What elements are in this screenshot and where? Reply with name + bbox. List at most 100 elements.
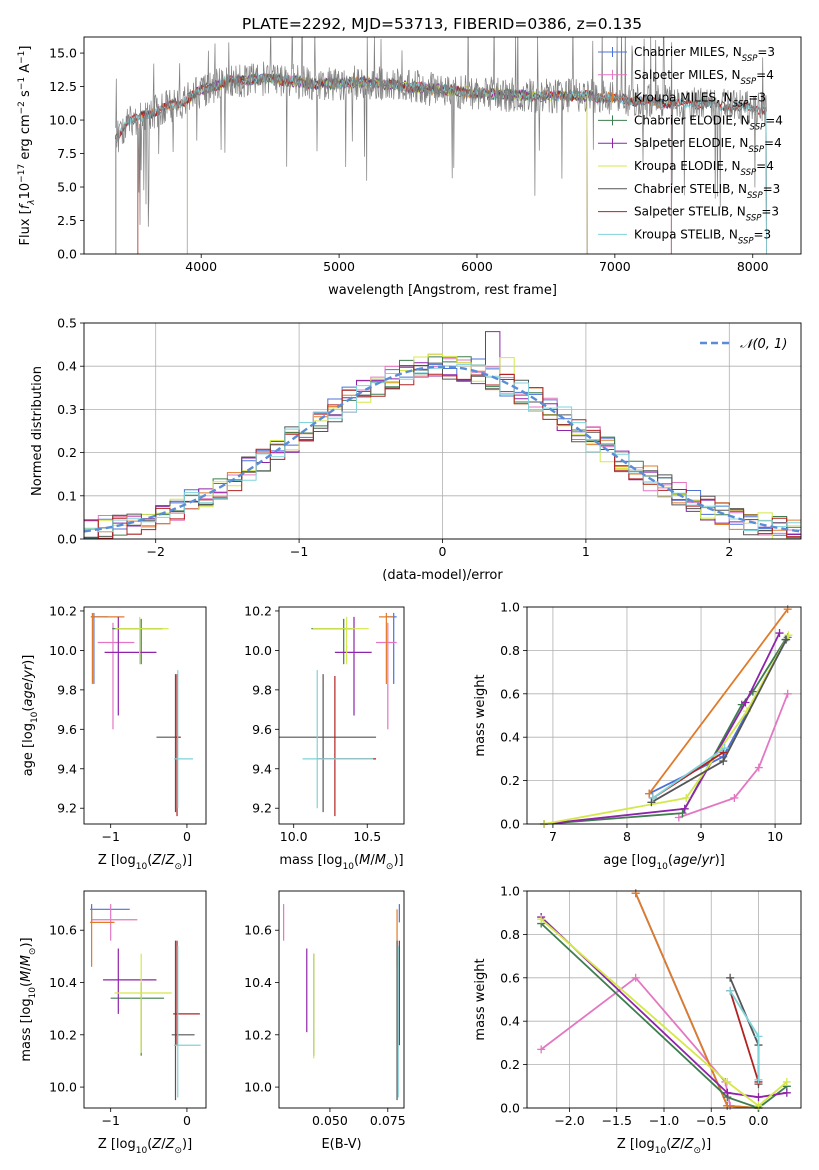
- legend-label: Salpeter MILES, NSSP=4: [634, 68, 774, 87]
- legend-label: Chabrier MILES, NSSP=3: [634, 45, 775, 64]
- mass-weight-marker: [680, 804, 689, 813]
- x-tick-label: −2: [146, 544, 164, 559]
- y-tick-label: 0.5: [57, 316, 77, 331]
- legend-label: Kroupa STELIB, NSSP=3: [634, 227, 771, 246]
- y-tick-label: 0.4: [500, 1014, 520, 1029]
- y-tick-label: 10.2: [244, 1027, 272, 1042]
- y-tick-label: 10.0: [49, 113, 77, 128]
- mass-weight-marker: [720, 744, 729, 753]
- model-spectrum-line: [137, 73, 672, 254]
- legend-label: Salpeter STELIB, NSSP=3: [634, 205, 779, 224]
- y-tick-label: 10.4: [49, 975, 77, 990]
- mass-weight-marker: [782, 635, 791, 644]
- mass-weight-line: [650, 639, 787, 804]
- error-bar-point: [334, 616, 372, 716]
- mass-weight-line: [543, 639, 787, 825]
- mass-weight-line: [648, 608, 789, 795]
- model-spectrum-line: [186, 73, 588, 254]
- x-tick-label: −1: [101, 829, 119, 844]
- error-bar-point: [115, 616, 169, 665]
- age-vs-metallicity-panel: −1 0 9.2 9.4 9.6 9.8 10.0 10.2 Z [log10(Z/Z⊙)] ag…: [21, 603, 207, 872]
- y-tick-label: 9.6: [252, 722, 272, 737]
- axes-frame: [83, 890, 207, 1109]
- y-axis-label: mass [log10(M/M⊙)]: [19, 937, 38, 1061]
- mass-weight-marker: [682, 793, 691, 802]
- axes-frame: [83, 606, 207, 825]
- y-tick-label: 1.0: [500, 600, 520, 615]
- x-axis-label: wavelength [Angstrom, rest frame]: [328, 283, 557, 298]
- error-bar-point: [103, 948, 157, 1014]
- weight-plot-area: [537, 889, 791, 1112]
- y-tick-label: 10.6: [244, 923, 272, 938]
- y-tick-label: 0.2: [500, 773, 520, 788]
- model-spectrum-line: [137, 73, 672, 254]
- y-tick-label: 10.2: [244, 603, 272, 618]
- x-tick-label: 0: [439, 544, 447, 559]
- x-tick-label: 6000: [461, 259, 493, 274]
- y-tick-label: 12.5: [49, 79, 77, 94]
- x-axis-label: E(B-V): [321, 1137, 361, 1152]
- x-tick-label: −1.0: [649, 1113, 679, 1128]
- y-axis-label: Flux [fλ10−17 erg cm−2 s−1 A−1]: [17, 46, 37, 246]
- x-tick-label: −1.5: [602, 1113, 632, 1128]
- y-tick-label: 0.2: [500, 1057, 520, 1072]
- y-tick-label: 2.5: [57, 213, 77, 228]
- y-tick-label: 5.0: [57, 180, 77, 195]
- mass-weight-marker: [647, 798, 656, 807]
- y-tick-label: 0.8: [500, 927, 520, 942]
- x-tick-label: 7000: [599, 259, 631, 274]
- figure-title: PLATE=2292, MJD=53713, FIBERID=0386, z=0…: [242, 15, 642, 33]
- y-tick-label: 9.2: [57, 801, 77, 816]
- y-tick-label: 0.3: [57, 402, 77, 417]
- spectrum-plot-area: [115, 37, 767, 254]
- y-tick-label: 0.0: [57, 532, 77, 547]
- legend-label: Chabrier STELIB, NSSP=3: [634, 182, 780, 201]
- x-axis-label: mass [log10(M/M⊙)]: [279, 853, 403, 872]
- mass-weight-line: [678, 693, 789, 819]
- x-tick-label: 8000: [737, 259, 769, 274]
- model-spectrum-line: [137, 72, 672, 254]
- y-tick-label: 9.2: [252, 801, 272, 816]
- y-tick-label: 0.4: [500, 730, 520, 745]
- y-axis-label: age [log10(age/yr)]: [21, 655, 40, 777]
- axes-frame: [526, 606, 802, 825]
- y-tick-label: 7.5: [57, 146, 77, 161]
- error-bar-point: [104, 616, 157, 716]
- y-tick-label: 9.6: [57, 722, 77, 737]
- error-bar-point: [279, 674, 377, 813]
- x-tick-label: 4000: [185, 259, 217, 274]
- weight-vs-metallicity-panel: −2.0 −1.5 −1.0 −0.5 0.0 0.0 0.2 0.4 0.6 0.8 1.0 Z […: [473, 884, 802, 1156]
- y-tick-label: 9.8: [57, 682, 77, 697]
- error-bar-point: [379, 612, 394, 684]
- mass-weight-marker: [741, 698, 750, 707]
- mass-weight-marker: [784, 631, 793, 640]
- x-tick-label: 1: [582, 544, 590, 559]
- x-tick-label: 0: [183, 829, 191, 844]
- y-tick-label: 10.2: [49, 603, 77, 618]
- spectrum-panel: 4000 5000 6000 7000 8000 0.0 2.5 5.0 7.5 10.0 12.5…: [17, 36, 802, 298]
- y-axis-label: Normed distribution: [30, 366, 45, 496]
- mass-weight-marker: [783, 605, 792, 614]
- x-tick-label: −0.5: [696, 1113, 726, 1128]
- error-bar-point: [173, 945, 201, 1098]
- mass-weight-marker: [537, 915, 546, 924]
- mass-weight-marker: [754, 1032, 763, 1041]
- error-bar-point: [302, 670, 374, 809]
- mass-weight-marker: [674, 813, 683, 822]
- mass-weight-marker: [648, 793, 657, 802]
- error-bar-point: [114, 953, 172, 1054]
- mass-weight-marker: [782, 1088, 791, 1097]
- model-spectrum-line: [186, 73, 588, 254]
- y-tick-label: 0.2: [57, 445, 77, 460]
- mass-weight-marker: [723, 1077, 732, 1086]
- x-tick-label: 5000: [323, 259, 355, 274]
- x-axis-label: Z [log10(Z/Z⊙)]: [617, 1137, 711, 1156]
- mass-weight-line: [543, 634, 790, 825]
- mass-weight-marker: [723, 1088, 732, 1097]
- mass-weight-marker: [723, 1101, 732, 1110]
- mass-weight-marker: [631, 973, 640, 982]
- y-tick-label: 0.6: [500, 970, 520, 985]
- mass-weight-marker: [730, 793, 739, 802]
- y-tick-label: 9.8: [252, 682, 272, 697]
- error-bar-point: [90, 612, 108, 684]
